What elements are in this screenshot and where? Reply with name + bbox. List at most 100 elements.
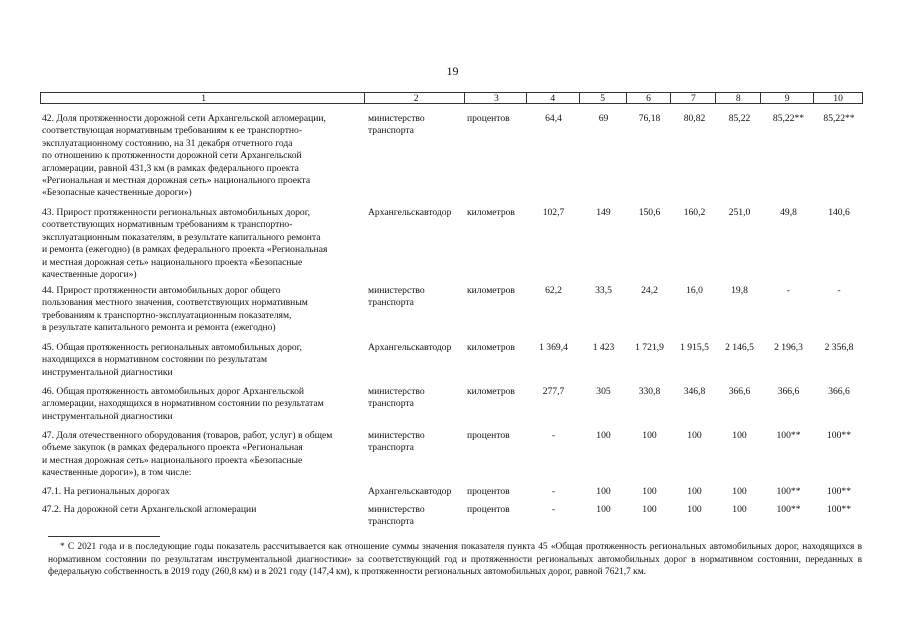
value-cell: 33,5 [595, 285, 612, 296]
value-cell: 100 [596, 430, 611, 441]
value-cell: - [837, 285, 841, 296]
value-cell: 366,6 [728, 386, 751, 397]
responsible-cell: министерство транспорта [368, 285, 425, 309]
value-cell: 330,8 [638, 386, 661, 397]
value-cell: 100 [732, 430, 747, 441]
value-cell: 100** [827, 430, 851, 441]
responsible-cell: Архангельскавтодор [368, 342, 452, 353]
value-cell: 100** [776, 430, 801, 441]
value-cell: 85,22 [728, 113, 751, 124]
value-cell: 100 [642, 430, 657, 441]
value-cell: 80,82 [683, 113, 706, 124]
unit-cell: процентов [467, 486, 510, 497]
value-cell: 24,2 [641, 285, 658, 296]
value-cell: 100** [776, 504, 801, 515]
value-cell: 64,4 [545, 113, 562, 124]
header-cell: 8 [716, 93, 762, 104]
value-cell: 100 [642, 486, 657, 497]
value-cell: 69 [598, 113, 609, 124]
unit-cell: процентов [467, 430, 510, 441]
value-cell: 100 [687, 504, 702, 515]
table-row: 47.1. На региональных дорогах Архангельск… [40, 486, 863, 498]
indicator-cell: 44. Прирост протяженности автомобильных … [42, 285, 308, 334]
value-cell: 1 915,5 [680, 342, 709, 353]
value-cell: 2 146,5 [725, 342, 754, 353]
indicator-cell: 47.2. На дорожной сети Архангельской агл… [42, 504, 257, 515]
value-cell: 251,0 [728, 207, 751, 218]
value-cell: 100 [596, 504, 611, 515]
value-cell: 102,7 [542, 207, 565, 218]
responsible-cell: министерство транспорта [368, 386, 425, 410]
header-cell: 2 [365, 93, 465, 104]
value-cell: 2 196,3 [774, 342, 803, 353]
value-cell: - [551, 504, 556, 515]
table-row: 43. Прирост протяженности региональных а… [40, 207, 863, 281]
value-cell: 100 [687, 486, 702, 497]
value-cell: 76,18 [638, 113, 661, 124]
value-cell: - [551, 430, 556, 441]
unit-cell: километров [467, 342, 515, 353]
value-cell: 19,8 [731, 285, 748, 296]
unit-cell: километров [467, 207, 515, 218]
value-cell: 100 [687, 430, 702, 441]
value-cell: 366,6 [828, 386, 850, 397]
indicator-cell: 47.1. На региональных дорогах [42, 486, 170, 497]
header-cell: 9 [761, 93, 815, 104]
responsible-cell: Архангельскавтодор [368, 486, 452, 497]
value-cell: 150,6 [638, 207, 661, 218]
value-cell: 62,2 [545, 285, 562, 296]
header-cell: 3 [465, 93, 527, 104]
value-cell: 100** [827, 486, 851, 497]
responsible-cell: Архангельскавтодор [368, 207, 452, 218]
responsible-cell: министерство транспорта [368, 430, 425, 454]
value-cell: 1 369,4 [539, 342, 568, 353]
value-cell: 100 [596, 486, 611, 497]
value-cell: 160,2 [683, 207, 706, 218]
value-cell: 85,22** [823, 113, 855, 124]
value-cell: 49,8 [780, 207, 797, 218]
value-cell: 149 [596, 207, 611, 218]
value-cell: 366,6 [777, 386, 800, 397]
indicator-cell: 43. Прирост протяженности региональных а… [42, 207, 328, 281]
table-row: 47.2. На дорожной сети Архангельской агл… [40, 504, 863, 529]
footnote: * С 2021 года и в последующие годы показ… [48, 542, 862, 578]
responsible-cell: министерство транспорта [368, 113, 425, 137]
value-cell: 305 [596, 386, 611, 397]
indicator-cell: 46. Общая протяженность автомобильных до… [42, 386, 324, 422]
table-header: 1 2 3 4 5 6 7 8 9 10 [40, 92, 863, 104]
value-cell: 16,0 [686, 285, 703, 296]
header-cell: 5 [580, 93, 627, 104]
value-cell: 346,8 [683, 386, 706, 397]
value-cell: - [786, 285, 791, 296]
value-cell: 1 721,9 [635, 342, 664, 353]
value-cell: 100 [732, 504, 747, 515]
value-cell: 2 356,8 [824, 342, 854, 353]
value-cell: 100** [776, 486, 801, 497]
value-cell: 85,22** [772, 113, 805, 124]
value-cell: 100** [827, 504, 851, 515]
page-number: 19 [446, 64, 459, 78]
header-cell: 10 [833, 93, 843, 104]
unit-cell: процентов [467, 504, 510, 515]
value-cell: 1 423 [592, 342, 615, 353]
unit-cell: километров [467, 386, 515, 397]
header-cell: 6 [627, 93, 672, 104]
indicator-cell: 42. Доля протяженности дорожной сети Арх… [42, 113, 326, 199]
unit-cell: километров [467, 285, 515, 296]
indicator-cell: 45. Общая протяженность региональных авт… [42, 342, 302, 378]
responsible-cell: министерство транспорта [368, 504, 425, 528]
table-row: 44. Прирост протяженности автомобильных … [40, 285, 863, 335]
header-cell: 7 [671, 93, 717, 104]
footnote-separator [48, 536, 160, 537]
table-row: 45. Общая протяженность региональных авт… [40, 342, 863, 379]
header-cell: 1 [41, 93, 366, 104]
table-row: 47. Доля отечественного оборудования (то… [40, 430, 863, 480]
value-cell: 140,6 [828, 207, 850, 218]
value-cell: 277,7 [542, 386, 565, 397]
header-cell: 4 [527, 93, 580, 104]
unit-cell: процентов [467, 113, 510, 124]
value-cell: 100 [642, 504, 657, 515]
table-row: 42. Доля протяженности дорожной сети Арх… [40, 113, 863, 200]
value-cell: 100 [732, 486, 747, 497]
indicator-cell: 47. Доля отечественного оборудования (то… [42, 430, 333, 479]
